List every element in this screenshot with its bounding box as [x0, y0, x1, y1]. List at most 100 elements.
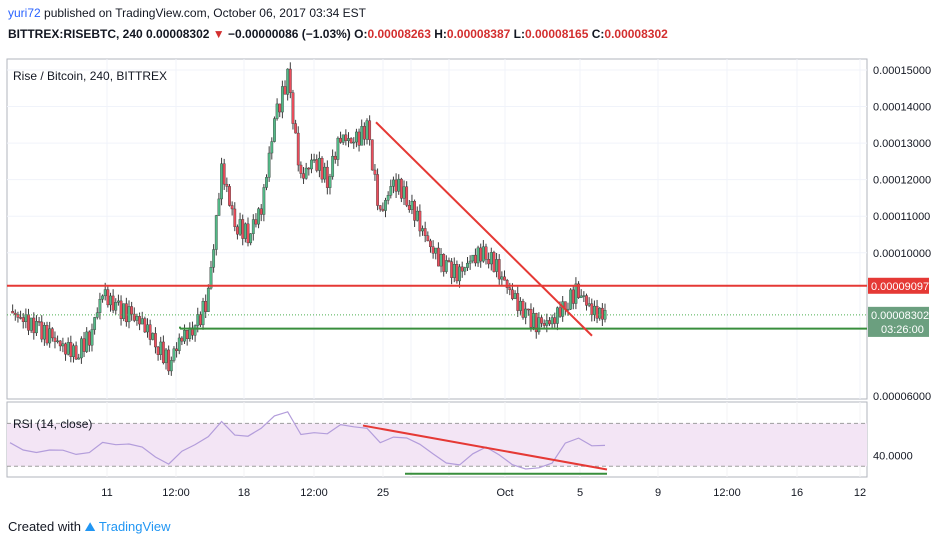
candle-body — [476, 247, 480, 264]
candle-body — [177, 337, 181, 351]
candle-body — [347, 138, 350, 141]
candle-body — [508, 287, 512, 291]
chart-canvas[interactable]: 0.00015000 0.00014000 0.00013000 0.00012000… — [0, 0, 932, 515]
candle-body — [426, 235, 430, 242]
overlays — [7, 121, 867, 337]
candle-body — [497, 259, 501, 280]
candle-body — [418, 210, 422, 232]
candle-body — [312, 159, 316, 161]
candle-body — [550, 317, 554, 325]
countdown-label: 03:26:00 — [881, 324, 924, 336]
candle-body — [537, 317, 541, 333]
candle-body — [577, 283, 580, 298]
candle-body — [540, 317, 543, 324]
candle-body — [13, 312, 17, 315]
candle-body — [532, 313, 536, 328]
candle-body — [69, 342, 73, 357]
candle-body — [307, 167, 311, 170]
candle-body — [468, 260, 472, 264]
y-tick-label: 0.00013000 — [873, 138, 931, 150]
main-pane[interactable] — [6, 58, 868, 400]
candle-body — [360, 126, 364, 146]
change-value: −0.00000086 (−1.03%) — [228, 27, 351, 41]
candle-body — [600, 307, 604, 320]
candle-body — [370, 139, 374, 171]
candle-body — [11, 311, 15, 314]
candle-body — [556, 307, 559, 324]
candle-body — [109, 295, 112, 306]
downtrend-line — [375, 121, 593, 337]
x-tick-label: 11 — [101, 487, 112, 499]
candle-body — [169, 360, 173, 372]
candle-body — [593, 305, 596, 315]
candle-body — [82, 338, 86, 352]
open-value: 0.00008263 — [367, 27, 431, 41]
candle-body — [172, 348, 176, 361]
tradingview-logo-icon[interactable]: ⛰ — [84, 519, 96, 534]
candle-body — [579, 295, 583, 298]
candle-body — [212, 249, 216, 268]
rsi-title: RSI (14, close) — [13, 417, 92, 431]
candle-body — [373, 169, 377, 175]
candle-body — [384, 200, 387, 211]
candle-body — [376, 174, 379, 206]
candle-body — [471, 254, 475, 262]
candle-body — [21, 317, 25, 323]
x-tick-label: 12:00 — [162, 487, 190, 499]
candle-body — [357, 131, 361, 146]
candle-body — [489, 252, 493, 265]
candle-body — [143, 318, 147, 333]
candle-body — [429, 240, 432, 247]
quote-bar: BITTREX:RISEBTC, 240 0.00008302 ▼ −0.000… — [8, 27, 668, 41]
candle-body — [484, 246, 488, 260]
candle-body — [460, 266, 464, 272]
candle-body — [175, 348, 178, 351]
candle-body — [159, 341, 163, 355]
candle-body — [230, 205, 234, 210]
candle-body — [529, 309, 533, 328]
candle-body — [413, 201, 416, 221]
candle-body — [42, 325, 46, 340]
low-value: 0.00008165 — [524, 27, 589, 41]
candle-body — [595, 305, 599, 319]
candle-body — [196, 314, 200, 326]
down-arrow-icon: ▼ — [212, 27, 225, 41]
candle-body — [310, 159, 313, 170]
candle-body — [183, 330, 186, 342]
candle-body — [585, 295, 588, 306]
last-price-tag-label: 0.00008302 — [871, 310, 929, 322]
candle-body — [548, 320, 551, 325]
candle-body — [45, 325, 49, 344]
candle-body — [185, 330, 189, 339]
candle-body — [77, 357, 81, 360]
candle-body — [392, 179, 395, 187]
candle-body — [90, 329, 94, 346]
candle-body — [79, 338, 83, 359]
footer: Created with ⛰ TradingView — [8, 519, 170, 535]
candle-body — [53, 337, 57, 342]
candle-body — [119, 300, 123, 319]
candle-body — [148, 324, 152, 340]
candle-body — [399, 178, 403, 199]
candle-body — [331, 155, 335, 177]
rsi-line — [9, 411, 606, 470]
candle-body — [437, 247, 440, 267]
last-price-tag-bg — [868, 306, 929, 337]
close-label: C: — [591, 27, 605, 41]
candle-body — [164, 349, 168, 364]
candle-body — [304, 167, 308, 179]
candle-body — [394, 179, 398, 192]
candle-body — [389, 186, 393, 196]
candle-body — [24, 314, 28, 323]
x-tick-label: 12:00 — [713, 487, 741, 499]
author-link[interactable]: yuri72 — [8, 6, 41, 20]
rsi-band — [7, 423, 867, 467]
candle-body — [87, 331, 91, 346]
tradingview-link[interactable]: TradingView — [98, 519, 171, 534]
candle-body — [455, 264, 459, 282]
candle-body — [444, 260, 448, 272]
candle-body — [378, 205, 382, 210]
candle-body — [442, 254, 446, 272]
candle-body — [333, 155, 337, 160]
candle-body — [569, 289, 573, 310]
